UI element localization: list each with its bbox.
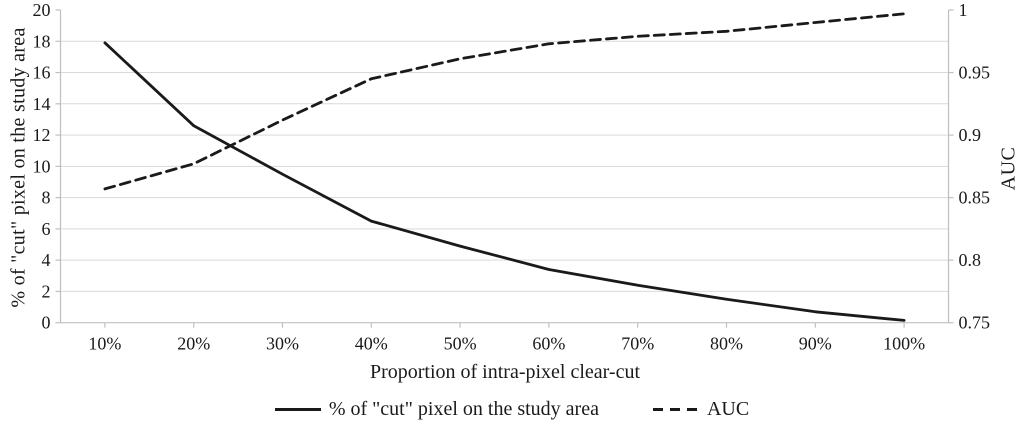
left-axis-tick-label: 12	[33, 125, 51, 145]
x-axis-tick-label: 40%	[355, 334, 388, 354]
legend-item-cut-pixel: % of "cut" pixel on the study area	[274, 398, 599, 421]
legend-label-cut-pixel: % of "cut" pixel on the study area	[328, 398, 599, 420]
left-axis-tick-label: 8	[42, 188, 51, 208]
right-axis-tick-label: 0.8	[959, 250, 982, 270]
right-axis-title: AUC	[997, 146, 1020, 191]
x-axis-title: Proportion of intra-pixel clear-cut	[369, 361, 641, 383]
legend-item-auc: AUC	[652, 398, 750, 421]
right-axis-tick-label: 0.75	[959, 313, 991, 333]
legend: % of "cut" pixel on the study area AUC	[0, 398, 1024, 421]
x-axis-tick-label: 10%	[88, 334, 121, 354]
legend-label-auc: AUC	[706, 398, 750, 420]
left-axis-tick-label: 6	[42, 219, 51, 239]
x-axis-tick-label: 100%	[883, 334, 925, 354]
left-axis-tick-label: 14	[33, 94, 51, 114]
left-axis-tick-label: 10	[33, 156, 51, 176]
right-axis-tick-label: 0.9	[959, 125, 982, 145]
left-axis-tick-label: 18	[33, 31, 51, 51]
x-axis-tick-label: 20%	[177, 334, 210, 354]
left-axis-tick-label: 2	[42, 281, 51, 301]
right-axis-tick-label: 1	[959, 0, 968, 20]
left-axis-tick-label: 4	[42, 250, 51, 270]
dashed-line-sample	[652, 408, 699, 411]
x-axis-tick-label: 60%	[532, 334, 565, 354]
left-axis-tick-label: 0	[42, 313, 51, 333]
cut-pixel-series-line	[103, 41, 906, 322]
auc-series-line	[103, 12, 906, 191]
x-axis-tick-label: 30%	[266, 334, 299, 354]
x-axis-tick-label: 70%	[621, 334, 654, 354]
left-axis-tick-label: 16	[33, 63, 51, 83]
x-axis-tick-label: 80%	[710, 334, 743, 354]
left-axis-title: % of "cut" pixel on the study area	[7, 27, 30, 308]
left-axis-tick-label: 20	[33, 0, 51, 20]
solid-line-sample	[274, 408, 321, 411]
right-axis-tick-label: 0.95	[959, 63, 991, 83]
x-axis-tick-label: 50%	[444, 334, 477, 354]
right-axis-tick-label: 0.85	[959, 188, 991, 208]
x-axis-tick-label: 90%	[799, 334, 832, 354]
